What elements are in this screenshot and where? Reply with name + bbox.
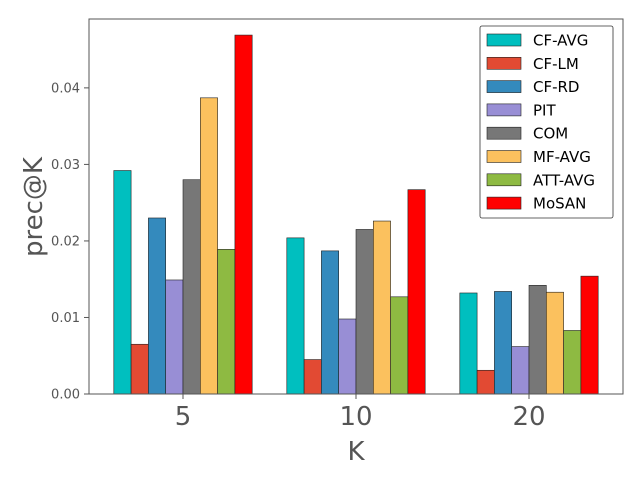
legend-swatch-cf-lm: [486, 56, 522, 70]
legend-swatch-com: [486, 126, 522, 140]
bar-att-avg-k20: [563, 330, 582, 395]
legend-label-att-avg: ATT-AVG: [533, 171, 595, 189]
bar-pit-k20: [511, 346, 530, 395]
legend-swatch-att-avg: [486, 173, 522, 187]
x-tick-label: 10: [339, 402, 372, 432]
x-tick-label: 20: [512, 402, 545, 432]
legend-label-mosan: MoSAN: [533, 195, 586, 213]
legend-label-cf-rd: CF-RD: [533, 78, 580, 96]
bar-mf-avg-k5: [200, 97, 218, 395]
legend-swatch-cf-avg: [486, 33, 522, 47]
legend-label-pit: PIT: [533, 101, 556, 119]
bar-cf-avg-k20: [459, 292, 478, 395]
y-tick-label: 0.04: [51, 81, 80, 96]
bar-cf-avg-k10: [286, 237, 305, 395]
legend-swatch-pit: [486, 103, 522, 117]
x-axis-ticks: 5 10 20: [175, 394, 546, 432]
x-tick-label: 5: [175, 402, 192, 432]
legend-label-com: COM: [533, 125, 568, 143]
bar-pit-k5: [165, 279, 184, 395]
bar-com-k10: [355, 229, 374, 395]
bar-cf-rd-k20: [494, 291, 512, 395]
y-tick-label: 0.02: [51, 234, 80, 249]
legend-box: [479, 25, 614, 219]
bar-mosan-k10: [407, 189, 426, 395]
bar-cf-lm-k5: [130, 343, 149, 395]
bar-mosan-k20: [580, 275, 599, 395]
legend-label-mf-avg: MF-AVG: [533, 148, 591, 166]
bar-mf-avg-k20: [545, 291, 564, 395]
bar-att-avg-k10: [390, 296, 409, 395]
bar-cf-avg-k5: [113, 170, 132, 395]
bar-cf-lm-k10: [303, 359, 322, 395]
legend-swatch-cf-rd: [486, 80, 522, 93]
legend-label-cf-lm: CF-LM: [533, 55, 579, 73]
bar-cf-lm-k20: [476, 369, 495, 395]
legend: CF-AVG CF-LM CF-RD PIT COM MF-AVG ATT-AVG MoSAN: [479, 25, 614, 219]
y-tick-label: 0.03: [51, 158, 80, 173]
bar-mosan-k5: [234, 34, 253, 395]
x-axis-label: K: [347, 437, 365, 467]
bar-att-avg-k5: [217, 249, 236, 395]
legend-swatch-mf-avg: [486, 150, 522, 163]
bar-mf-avg-k10: [372, 220, 391, 395]
plot-frame: [88, 18, 624, 395]
bar-cf-rd-k10: [321, 250, 339, 395]
bars-group: [113, 34, 599, 395]
y-axis-ticks: 0.00 0.01 0.02 0.03 0.04: [51, 81, 89, 403]
y-axis-label: prec@K: [19, 156, 49, 257]
legend-label-cf-avg: CF-AVG: [533, 32, 588, 50]
bar-pit-k10: [338, 318, 357, 395]
bar-com-k20: [528, 285, 547, 395]
y-tick-label: 0.00: [51, 388, 80, 403]
bar-cf-rd-k5: [148, 217, 166, 395]
y-tick-label: 0.01: [51, 311, 80, 326]
bar-com-k5: [182, 179, 201, 395]
legend-swatch-mosan: [486, 196, 522, 210]
